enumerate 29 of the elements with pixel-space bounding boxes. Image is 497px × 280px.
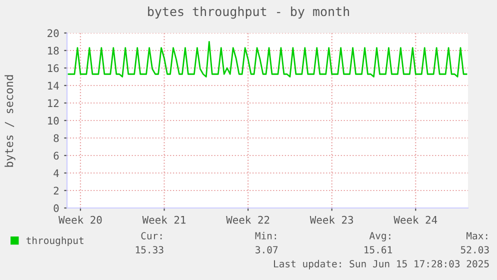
text: Max: bbox=[466, 232, 488, 240]
y-tick-label: 6 bbox=[54, 152, 59, 160]
x-tick-label: Week 24 bbox=[394, 216, 438, 224]
text: Avg: bbox=[369, 232, 390, 242]
y-tick-label: 10 bbox=[48, 116, 59, 125]
text: Last update: Sun Jun 15 17:28:03 2025 bbox=[274, 260, 489, 270]
y-tick-label: 0 bbox=[54, 204, 59, 212]
y-tick-label: 8 bbox=[54, 134, 59, 142]
y-tick-label: 18 bbox=[48, 46, 59, 55]
x-tick-label: Week 22 bbox=[226, 216, 270, 224]
text: Cur: bbox=[141, 232, 162, 240]
text: 52.03 bbox=[460, 246, 489, 254]
y-tick-label: 20 bbox=[48, 29, 59, 38]
text: 15.61 bbox=[364, 246, 392, 254]
y-tick-label: 4 bbox=[54, 169, 59, 177]
text: Min: bbox=[255, 232, 276, 240]
chart-title: bytes throughput - by month bbox=[148, 6, 349, 19]
line-series bbox=[68, 41, 468, 78]
y-tick-label: 16 bbox=[48, 64, 59, 72]
x-tick-label: Week 23 bbox=[310, 216, 354, 224]
text: 15.33 bbox=[136, 246, 164, 254]
y-tick-label: 2 bbox=[54, 186, 58, 194]
y-tick-label: 14 bbox=[48, 82, 59, 90]
legend-label: throughput bbox=[26, 236, 84, 246]
x-tick-label: Week 21 bbox=[142, 216, 186, 224]
x-tick-label: Week 20 bbox=[58, 216, 102, 224]
y-tick-label: 12 bbox=[48, 99, 58, 107]
text: 3.07 bbox=[256, 246, 278, 254]
y-axis-title: bytes / second bbox=[4, 75, 16, 167]
